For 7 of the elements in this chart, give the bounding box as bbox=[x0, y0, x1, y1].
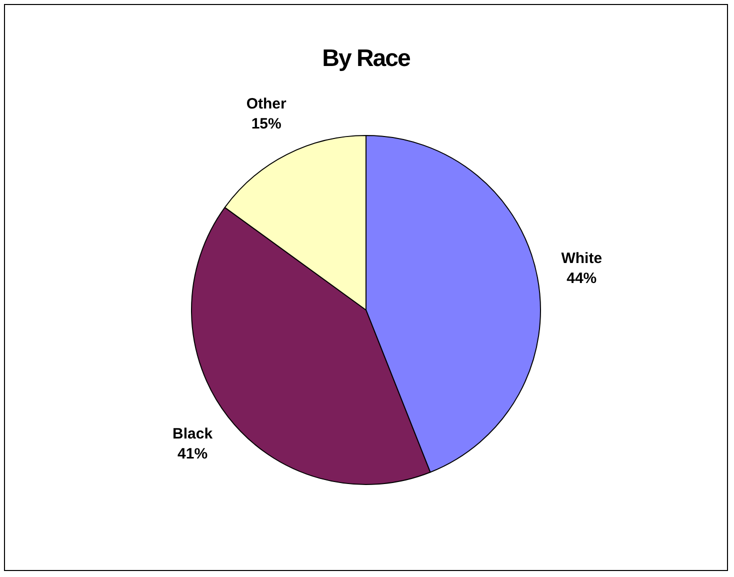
data-label: 41% bbox=[178, 446, 208, 463]
chart-title: By Race bbox=[321, 45, 411, 73]
slice-label: Black bbox=[172, 426, 214, 443]
data-label: 15% bbox=[251, 116, 282, 133]
slice-label: White bbox=[561, 250, 602, 268]
slice-label: Other bbox=[246, 96, 287, 113]
data-label: 44% bbox=[566, 270, 597, 288]
